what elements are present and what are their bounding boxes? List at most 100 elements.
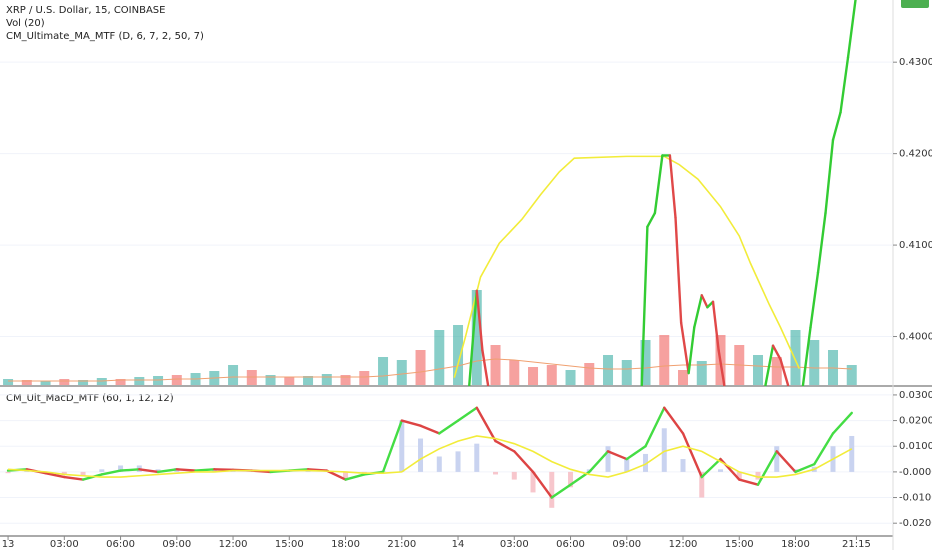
line-segment <box>100 469 122 476</box>
line-segment <box>119 468 141 472</box>
volume-bar <box>265 375 276 385</box>
volume-ma-line <box>8 358 852 382</box>
histogram-bar <box>736 471 742 480</box>
line-segment <box>771 344 782 361</box>
line-segment <box>481 349 490 387</box>
last-price-badge <box>901 0 929 8</box>
volume-bar <box>659 335 670 385</box>
line-segment <box>513 450 535 474</box>
volume-bar <box>771 357 782 385</box>
line-segment <box>644 406 666 448</box>
line-segment <box>456 406 478 422</box>
line-segment <box>801 326 812 387</box>
line-segment <box>831 111 842 142</box>
volume-bar <box>284 377 295 385</box>
histogram-bar <box>5 471 11 474</box>
volume-bar <box>228 365 239 385</box>
histogram-bar <box>718 469 724 472</box>
volume-bar <box>115 379 126 385</box>
histogram-bar <box>455 451 461 472</box>
volume-bar <box>21 380 32 385</box>
y-tick-label: 0.4300 <box>899 57 932 68</box>
line-segment <box>674 216 683 325</box>
volume-bar <box>621 360 632 385</box>
histogram-bar <box>568 471 574 488</box>
histogram-bar <box>661 428 667 472</box>
histogram-bar <box>530 471 536 493</box>
volume-bar <box>40 381 51 385</box>
line-segment <box>717 349 726 387</box>
line-segment <box>44 471 66 479</box>
line-segment <box>550 483 572 499</box>
y-tick-label: 0.4200 <box>899 149 932 160</box>
line-segment <box>816 211 827 274</box>
line-segment <box>400 419 422 427</box>
line-segment <box>475 406 497 443</box>
histogram-bar <box>61 471 67 475</box>
histogram-bar <box>774 446 780 472</box>
volume-bar <box>528 367 539 385</box>
histogram-bar <box>99 469 105 472</box>
y-tick-label: 0.0200 <box>899 416 932 427</box>
histogram-bar <box>80 471 86 476</box>
volume-bar <box>678 370 689 385</box>
line-segment <box>668 154 677 219</box>
volume-bar <box>584 363 595 385</box>
histogram-bar <box>511 471 517 480</box>
volume-bar <box>3 379 14 385</box>
volume-bar <box>434 330 445 385</box>
line-segment <box>588 450 610 474</box>
indicator-title: CM_Ultimate_MA_MTF (D, 6, 7, 2, 50, 7) <box>6 31 204 42</box>
line-segment <box>494 439 516 453</box>
line-segment <box>531 470 553 499</box>
volume-bar <box>303 376 314 385</box>
line-segment <box>344 473 366 481</box>
x-tick-label: 09:00 <box>162 539 191 550</box>
volume-bar <box>509 360 520 385</box>
volume-bar <box>546 365 557 385</box>
volume-bar <box>696 361 707 385</box>
volume-bar <box>809 340 820 385</box>
line-segment <box>839 56 850 114</box>
line-segment <box>700 457 722 479</box>
line-segment <box>681 432 703 479</box>
y-tick-label: 0.0300 <box>899 390 932 401</box>
y-tick-label: 0.0100 <box>899 441 932 452</box>
chart-title: XRP / U.S. Dollar, 15, COINBASE <box>6 5 165 16</box>
line-segment <box>381 419 403 474</box>
histogram-bar <box>230 471 236 472</box>
volume-bar <box>340 375 351 385</box>
x-tick-label: 21:15 <box>842 539 871 550</box>
volume-bar <box>603 355 614 385</box>
line-segment <box>625 445 647 461</box>
x-tick-label: 15:00 <box>275 539 304 550</box>
indicator-title: CM_Ult_MacD_MTF (60, 1, 12, 12) <box>6 393 174 404</box>
y-tick-label: -0.0100 <box>899 493 932 504</box>
line-segment <box>194 468 216 472</box>
volume-bar <box>321 374 332 385</box>
line-segment <box>711 300 720 352</box>
histogram-bar <box>155 469 161 472</box>
line-segment <box>700 294 709 309</box>
volume-bar <box>565 370 576 385</box>
line-series <box>453 155 800 378</box>
histogram-bar <box>474 443 480 472</box>
volume-bar <box>790 330 801 385</box>
line-segment <box>824 138 835 215</box>
line-segment <box>831 411 853 435</box>
histogram-bar <box>680 459 686 472</box>
x-tick-label: 06:00 <box>106 539 135 550</box>
histogram-bar <box>493 471 499 475</box>
x-tick-label: 12:00 <box>219 539 248 550</box>
line-segment <box>756 450 778 486</box>
x-tick-label: 14 <box>452 539 465 550</box>
line-segment <box>738 478 760 486</box>
histogram-bar <box>699 471 705 498</box>
volume-bar <box>415 350 426 385</box>
x-tick-label: 03:00 <box>50 539 79 550</box>
volume-bar <box>640 340 651 385</box>
line-segment <box>687 326 696 375</box>
line-segment <box>653 154 664 215</box>
histogram-bar <box>343 471 349 480</box>
